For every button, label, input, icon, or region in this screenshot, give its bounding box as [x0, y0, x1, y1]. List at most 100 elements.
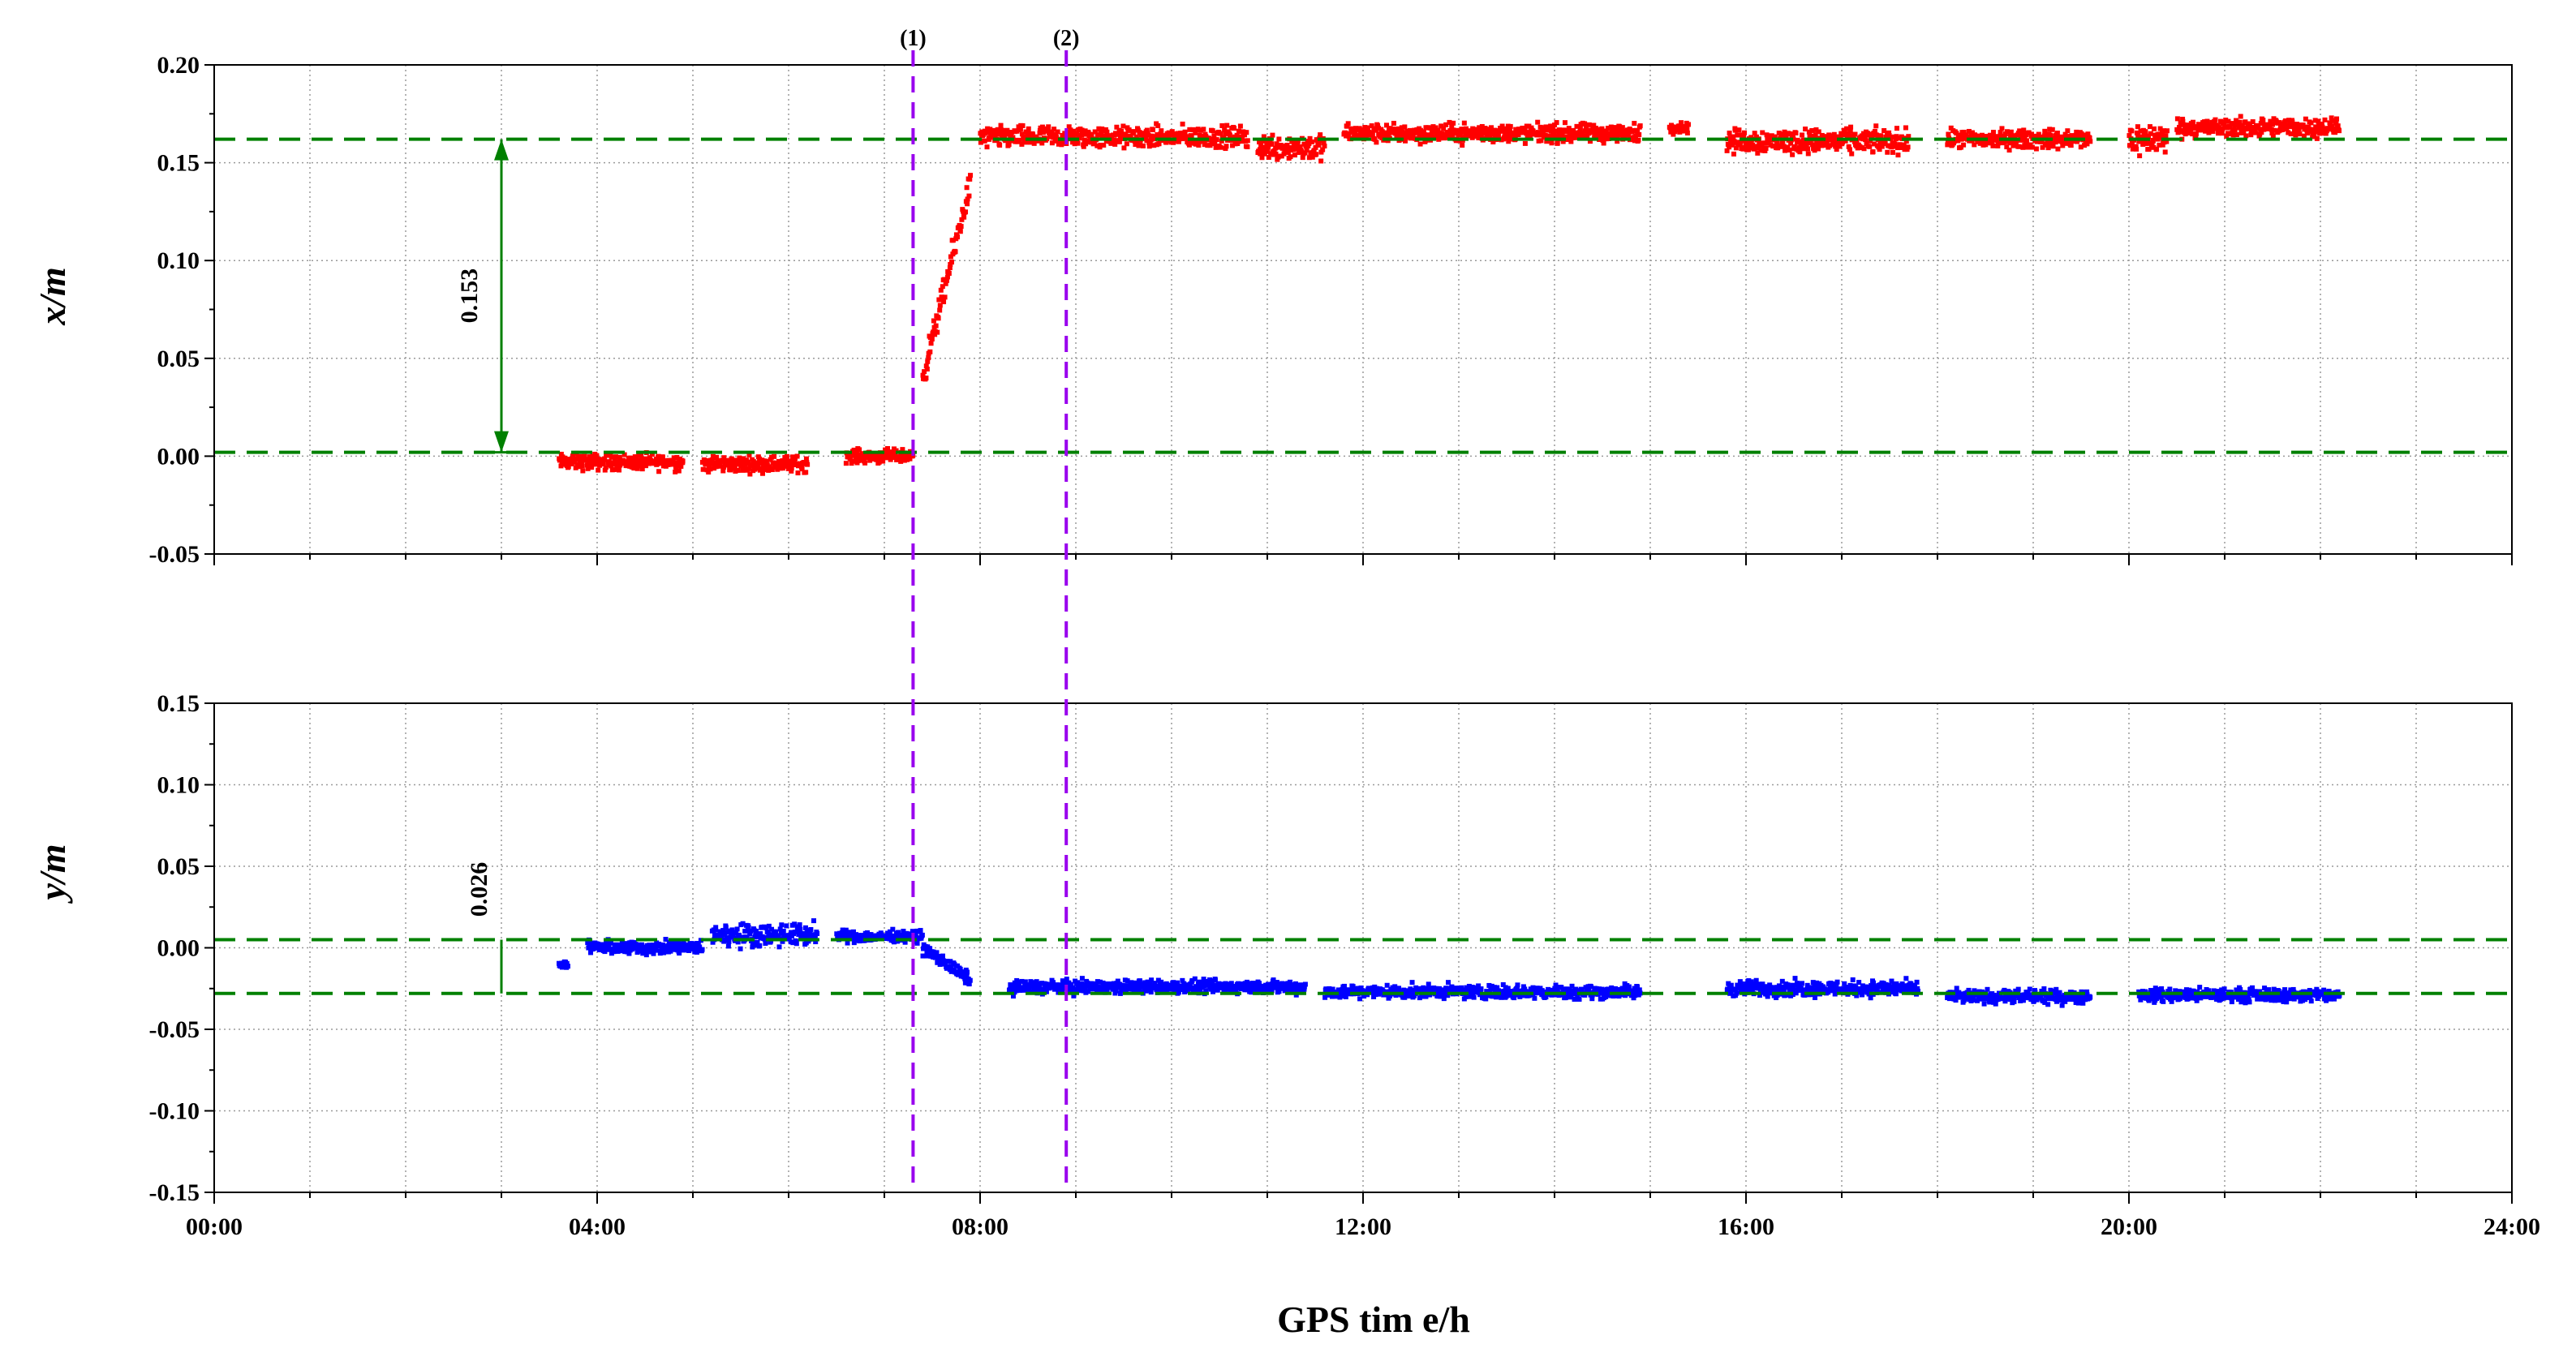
data-point	[726, 459, 732, 465]
data-point	[1550, 125, 1556, 131]
data-point	[937, 307, 943, 313]
data-point	[1233, 988, 1239, 994]
data-point	[1816, 984, 1821, 990]
data-point	[606, 943, 612, 949]
data-point	[566, 464, 571, 470]
data-point	[1636, 987, 1642, 993]
data-point	[1861, 146, 1867, 152]
data-point	[1187, 127, 1193, 132]
data-point	[1783, 148, 1788, 153]
data-point	[1004, 127, 1010, 133]
data-point	[932, 332, 938, 337]
data-point	[1435, 127, 1441, 133]
data-point	[2162, 149, 2168, 155]
data-point	[1123, 988, 1129, 994]
y-tick-label: 0.00	[157, 443, 200, 470]
data-point	[625, 459, 630, 465]
data-point	[1320, 147, 1326, 152]
data-point	[1471, 994, 1477, 1000]
data-point	[2047, 127, 2053, 132]
data-point	[680, 947, 686, 953]
data-point	[1259, 155, 1265, 161]
data-point	[1409, 980, 1415, 986]
data-point	[2148, 131, 2153, 136]
data-point	[1417, 134, 1422, 140]
data-point	[1300, 155, 1305, 161]
data-point	[1778, 987, 1783, 993]
data-point	[1816, 129, 1821, 135]
data-point	[1727, 131, 1732, 136]
data-point	[766, 931, 772, 937]
data-point	[1745, 140, 1751, 145]
data-point	[1945, 142, 1950, 148]
data-point	[1208, 136, 1214, 142]
data-point	[587, 462, 592, 467]
data-point	[734, 926, 740, 932]
data-point	[815, 930, 820, 936]
data-point	[1803, 127, 1808, 132]
data-point	[1737, 132, 1743, 138]
data-point	[1781, 144, 1787, 149]
data-point	[1816, 146, 1821, 152]
data-point	[2258, 127, 2264, 132]
data-point	[1852, 131, 1858, 137]
data-point	[1897, 144, 1903, 150]
data-point	[959, 217, 965, 222]
data-point	[673, 466, 679, 471]
data-point	[565, 964, 570, 969]
data-point	[2174, 116, 2180, 122]
data-point	[1738, 140, 1744, 145]
data-point	[686, 947, 692, 953]
data-point	[1503, 994, 1509, 999]
data-point	[2213, 117, 2218, 122]
data-point	[1189, 134, 1194, 140]
data-point	[923, 376, 929, 381]
data-point	[1111, 137, 1116, 143]
data-point	[647, 943, 652, 948]
data-point	[1271, 148, 1277, 153]
data-point	[834, 931, 840, 937]
data-point	[1604, 990, 1610, 996]
data-point	[2147, 124, 2152, 130]
data-point	[792, 921, 798, 927]
data-point	[589, 465, 595, 470]
data-point	[673, 469, 678, 475]
data-point	[1237, 135, 1243, 140]
data-point	[2054, 131, 2060, 136]
data-point	[1906, 134, 1912, 140]
data-point	[779, 922, 785, 928]
data-point	[660, 950, 666, 955]
data-point	[1151, 143, 1157, 148]
data-point	[763, 458, 769, 464]
data-point	[1343, 994, 1348, 999]
data-point	[2006, 148, 2012, 153]
data-point	[943, 281, 948, 286]
data-point	[717, 929, 723, 934]
data-point	[572, 459, 578, 465]
data-point	[1799, 144, 1804, 150]
data-point	[1990, 130, 1996, 135]
data-point	[1211, 986, 1217, 992]
data-point	[899, 932, 905, 938]
data-point	[1258, 151, 1263, 157]
data-point	[695, 942, 701, 947]
data-point	[1610, 125, 1615, 131]
data-point	[1826, 990, 1831, 995]
data-point	[1867, 144, 1873, 149]
data-point	[776, 944, 782, 950]
data-point	[1770, 985, 1776, 990]
data-point	[753, 929, 759, 934]
data-point	[2149, 988, 2155, 994]
data-point	[1819, 132, 1825, 138]
data-point	[2243, 133, 2249, 139]
data-point	[891, 449, 897, 455]
data-point	[1077, 135, 1082, 141]
data-point	[726, 938, 732, 944]
data-point	[2060, 143, 2066, 148]
data-point	[897, 453, 903, 459]
data-point	[1119, 135, 1125, 141]
data-point	[1511, 130, 1516, 135]
data-point	[1224, 122, 1230, 128]
data-point	[2016, 144, 2022, 149]
data-point	[966, 193, 972, 199]
